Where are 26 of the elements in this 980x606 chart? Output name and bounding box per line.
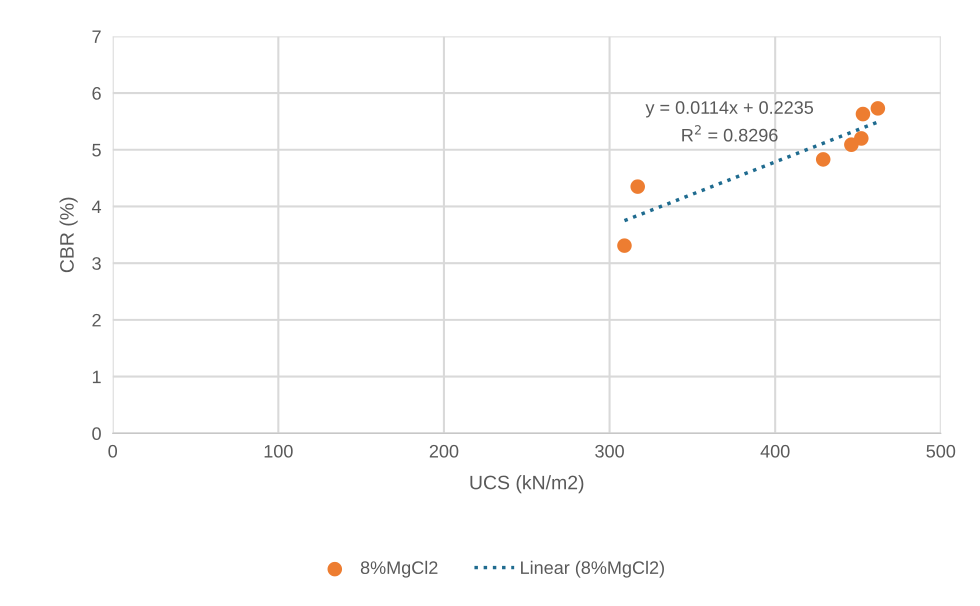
y-tick-label: 3	[92, 257, 101, 270]
y-tick-label: 4	[92, 200, 102, 214]
y-tick-label: 7	[92, 30, 101, 43]
point	[816, 152, 830, 167]
x-axis-title: UCS (kN/m2)	[470, 475, 584, 494]
annotation: R$^{2}$ = 0.8296	[682, 125, 778, 142]
y-tick-label: 2	[92, 314, 101, 326]
x-tick-label: 400	[760, 444, 790, 458]
y-axis-title: CBR (%)	[60, 198, 78, 272]
x-tick-label: 100	[264, 444, 293, 458]
point	[870, 101, 886, 116]
x-tick-label: 200	[430, 444, 458, 458]
legend-label: Linear (8%MgCl2)	[521, 560, 664, 578]
x-tick-label: 300	[595, 444, 624, 458]
point	[856, 106, 870, 122]
point	[630, 179, 645, 194]
point	[854, 131, 869, 146]
y-tick-label: 5	[92, 144, 101, 156]
y-tick-label: 1	[92, 370, 101, 384]
x-tick-label: 0	[108, 444, 118, 458]
y-tick-label: 6	[92, 87, 101, 100]
point	[617, 238, 632, 253]
y-tick-label: 0	[92, 427, 101, 440]
annotation: y = 0.0114x + 0.2235	[646, 101, 814, 118]
x-tick-label: 500	[926, 444, 956, 458]
legend-label: 8%MgCl2	[360, 560, 438, 578]
